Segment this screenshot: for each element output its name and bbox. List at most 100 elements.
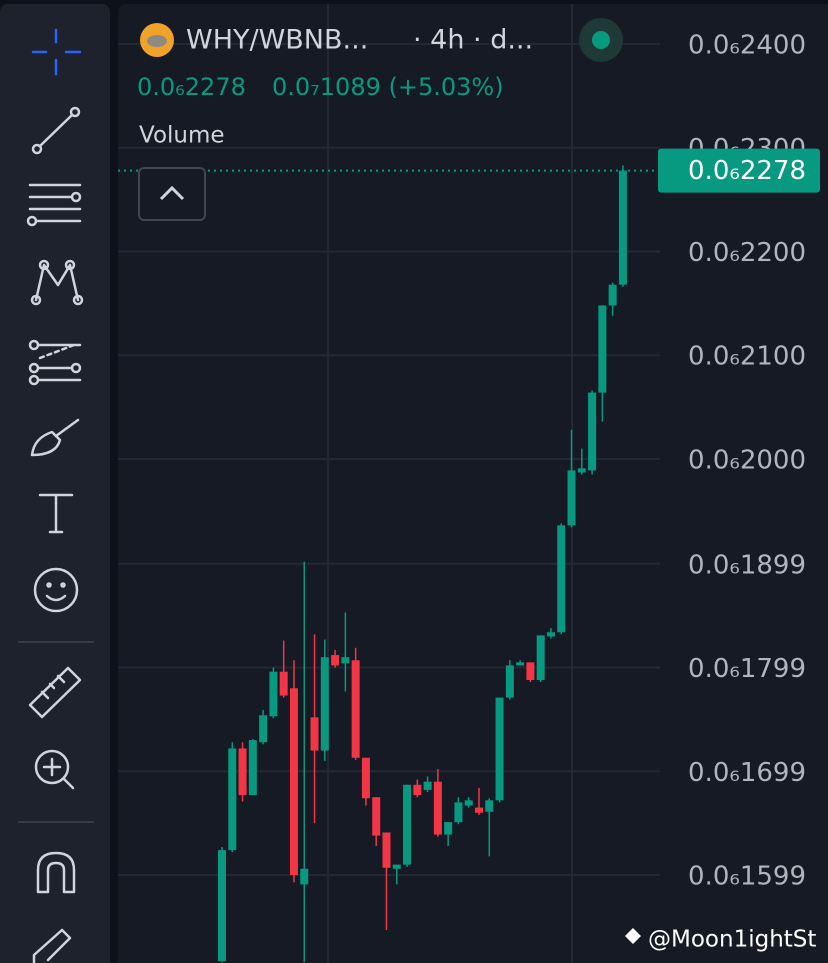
- chevron-up: [159, 185, 185, 201]
- candle-body: [536, 635, 545, 680]
- y-tick-label: 0.0₆2200: [688, 238, 806, 268]
- candle-body: [567, 470, 576, 526]
- crosshair-tool[interactable]: [31, 28, 82, 76]
- icon-part: [70, 191, 82, 203]
- icon-part: [38, 343, 76, 360]
- icon-part: [26, 215, 38, 227]
- candle-body: [475, 807, 483, 813]
- icon-part: [34, 263, 80, 302]
- icon-part: [45, 594, 67, 602]
- watermark-logo: [625, 928, 641, 944]
- candle-body: [454, 802, 463, 823]
- candle-body: [248, 740, 257, 796]
- candle-body: [608, 284, 617, 306]
- icon-part: [28, 666, 82, 719]
- candle-body: [269, 671, 278, 717]
- brush-tool[interactable]: [30, 418, 80, 457]
- symbol[interactable]: WHY/WBNB...: [186, 25, 368, 56]
- coin-icon-art: [147, 35, 167, 47]
- candle-body: [331, 655, 340, 666]
- fib-tool[interactable]: [26, 183, 82, 227]
- candle-body: [557, 525, 566, 633]
- forecast-tool[interactable]: [28, 339, 82, 386]
- change: 0.0₇1089 (+5.03%): [272, 73, 504, 101]
- candle-body: [259, 715, 268, 743]
- icon-part: [62, 777, 75, 790]
- icon-part: [38, 113, 74, 148]
- candle-body: [495, 697, 504, 801]
- icon-part: [36, 851, 76, 894]
- candle-body: [577, 468, 586, 473]
- icon-part: [38, 259, 50, 271]
- ruler-tool[interactable]: [28, 666, 82, 719]
- candle-body: [526, 662, 535, 680]
- y-tick-label: 0.0₆2000: [688, 445, 806, 475]
- icon-part: [28, 374, 40, 386]
- emoji-tool[interactable]: [33, 567, 79, 613]
- watermark-text: @Moon1ightSt: [648, 927, 816, 953]
- icon-part: [56, 674, 66, 684]
- candle-body: [228, 748, 237, 851]
- pattern-tool[interactable]: [30, 259, 84, 306]
- y-tick-label: 0.0₆2100: [688, 342, 806, 372]
- candle-body: [516, 662, 525, 666]
- icon-part: [69, 106, 81, 118]
- y-tick-label: 0.0₆1899: [688, 550, 806, 580]
- candle-body: [218, 850, 226, 962]
- toolbar: [0, 4, 110, 963]
- grid: [118, 42, 660, 877]
- icon-part: [46, 582, 52, 588]
- icon-part: [33, 567, 79, 613]
- magnet-tool[interactable]: [36, 851, 76, 894]
- candle-body: [320, 657, 329, 751]
- candle-body: [372, 797, 381, 836]
- zoom-tool[interactable]: [34, 749, 75, 790]
- candle-body: [423, 781, 432, 790]
- candle-body: [238, 748, 247, 796]
- candle-body: [403, 784, 412, 865]
- price-axis: 0.0₆24000.0₆23000.0₆22000.0₆21000.0₆2000…: [118, 30, 820, 892]
- lock-tool[interactable]: [32, 928, 72, 963]
- candle-body: [464, 800, 473, 806]
- candles: [218, 165, 627, 963]
- icon-part: [40, 690, 50, 700]
- candle-body: [433, 781, 442, 835]
- icon-part: [30, 294, 42, 306]
- candle-body: [279, 671, 288, 696]
- icon-part: [31, 143, 43, 155]
- icon-part: [28, 362, 40, 374]
- candle-body: [444, 822, 453, 835]
- candle-body: [392, 864, 401, 869]
- candle-body: [361, 757, 370, 799]
- last-price-label: 0.0₆2278: [688, 156, 806, 186]
- candle-body: [588, 392, 597, 471]
- icon-part: [72, 294, 84, 306]
- candle-body: [485, 800, 494, 812]
- icon-part: [54, 418, 80, 438]
- icon-part: [64, 259, 76, 271]
- candle-body: [351, 660, 360, 758]
- indicator: Volume: [139, 123, 225, 149]
- icon-part: [28, 339, 40, 351]
- last-price-badge: [658, 148, 820, 193]
- y-tick-label: 0.0₆1699: [688, 758, 806, 788]
- price: 0.0₆2278: [137, 73, 246, 101]
- candle-body: [341, 657, 350, 664]
- candle-body: [598, 305, 607, 393]
- icon-part: [34, 749, 70, 785]
- watermark: @Moon1ightSt: [625, 927, 816, 953]
- status-dot: [592, 31, 610, 49]
- icon-part: [60, 582, 66, 588]
- trend-line-tool[interactable]: [31, 106, 81, 155]
- icon-part: [48, 682, 56, 690]
- y-tick-label: 0.0₆1599: [688, 862, 806, 892]
- collapse-button[interactable]: [138, 167, 206, 221]
- candle-body: [413, 784, 422, 796]
- candle-body: [505, 665, 514, 698]
- candle-body: [289, 688, 298, 876]
- text-tool[interactable]: [38, 493, 74, 534]
- candle-body: [618, 170, 627, 285]
